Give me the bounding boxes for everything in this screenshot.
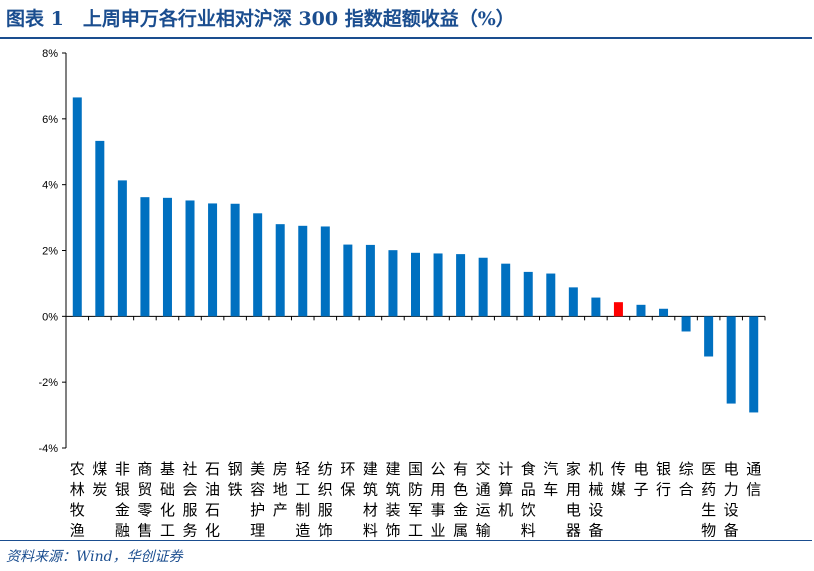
bar <box>749 316 759 413</box>
category-label: 汽车 <box>543 460 558 499</box>
footer-divider <box>0 540 812 541</box>
category-label: 国防军工 <box>408 460 423 540</box>
bar <box>568 287 578 317</box>
bar <box>726 316 736 404</box>
bar <box>636 304 646 317</box>
bar <box>185 200 195 317</box>
bar <box>591 297 601 317</box>
category-label: 社会服务 <box>183 460 198 540</box>
y-tick-label: 8% <box>42 48 58 60</box>
category-label: 综合 <box>679 460 694 499</box>
category-label: 银行 <box>656 460 671 499</box>
category-label: 建筑材料 <box>363 460 378 540</box>
y-tick-label: -4% <box>38 443 58 455</box>
category-label: 农林牧渔 <box>70 460 85 540</box>
bar-series <box>72 97 759 413</box>
chart-title: 图表 1 上周申万各行业相对沪深 300 指数超额收益（%） <box>6 8 515 30</box>
bar <box>117 180 127 317</box>
source-note: 资料来源：Wind，华创证券 <box>6 549 183 565</box>
bar <box>320 226 330 317</box>
bar <box>501 263 511 317</box>
bar <box>388 250 398 317</box>
y-tick-label: 4% <box>42 180 58 192</box>
bar <box>162 197 172 317</box>
bar <box>681 316 691 332</box>
category-label: 煤炭 <box>92 460 107 499</box>
category-label: 通信 <box>746 460 761 499</box>
category-label: 房地产 <box>273 460 288 519</box>
bar <box>365 244 375 317</box>
bar <box>95 140 105 317</box>
category-label: 传媒 <box>611 460 626 499</box>
category-label: 商贸零售 <box>137 460 152 540</box>
bar <box>298 225 308 317</box>
bar <box>546 273 556 317</box>
y-tick-label: -2% <box>38 377 58 389</box>
category-label: 计算机 <box>498 460 513 519</box>
y-tick-label: 2% <box>42 246 58 258</box>
category-labels: 农林牧渔煤炭非银金融商贸零售基础化工社会服务石油石化钢铁美容护理房地产轻工制造纺… <box>70 460 761 540</box>
category-label: 非银金融 <box>115 460 130 540</box>
category-label: 建筑装饰 <box>385 460 400 540</box>
bar <box>230 203 240 317</box>
category-label: 电力设备 <box>724 460 739 540</box>
bar <box>704 316 714 357</box>
bar <box>140 197 150 317</box>
category-label: 医药生物 <box>701 460 716 540</box>
category-label: 有色金属 <box>453 460 468 540</box>
category-label: 环保 <box>340 460 355 499</box>
bar <box>433 253 443 317</box>
bar <box>72 97 82 317</box>
bar <box>208 203 218 317</box>
bar <box>523 271 533 317</box>
category-label: 交通运输 <box>476 460 491 540</box>
y-tick-label: 6% <box>42 114 58 126</box>
bar <box>456 254 466 317</box>
bar <box>411 252 420 317</box>
category-label: 家用电器 <box>566 460 581 540</box>
category-label: 公用事业 <box>431 460 446 540</box>
bar-chart: 8% 6% 4% 2% 0% -2% -4% 农林牧渔煤炭非银金融商贸零售基础化工社会服务石… <box>38 48 766 540</box>
category-label: 电子 <box>633 460 648 499</box>
bar <box>478 257 488 317</box>
category-label: 机械设备 <box>588 460 603 540</box>
bar <box>659 308 669 317</box>
bar <box>343 244 353 317</box>
category-label: 石油石化 <box>205 460 220 540</box>
title-divider <box>0 37 812 39</box>
y-tick-label: 0% <box>42 311 58 323</box>
category-label: 美容护理 <box>250 460 265 540</box>
category-label: 纺织服饰 <box>318 460 333 540</box>
bar <box>613 302 623 317</box>
category-label: 钢铁 <box>228 460 243 499</box>
bar <box>253 213 263 317</box>
category-label: 基础化工 <box>160 460 175 540</box>
category-label: 食品饮料 <box>521 460 536 540</box>
bar <box>275 224 285 317</box>
category-label: 轻工制造 <box>295 460 310 540</box>
